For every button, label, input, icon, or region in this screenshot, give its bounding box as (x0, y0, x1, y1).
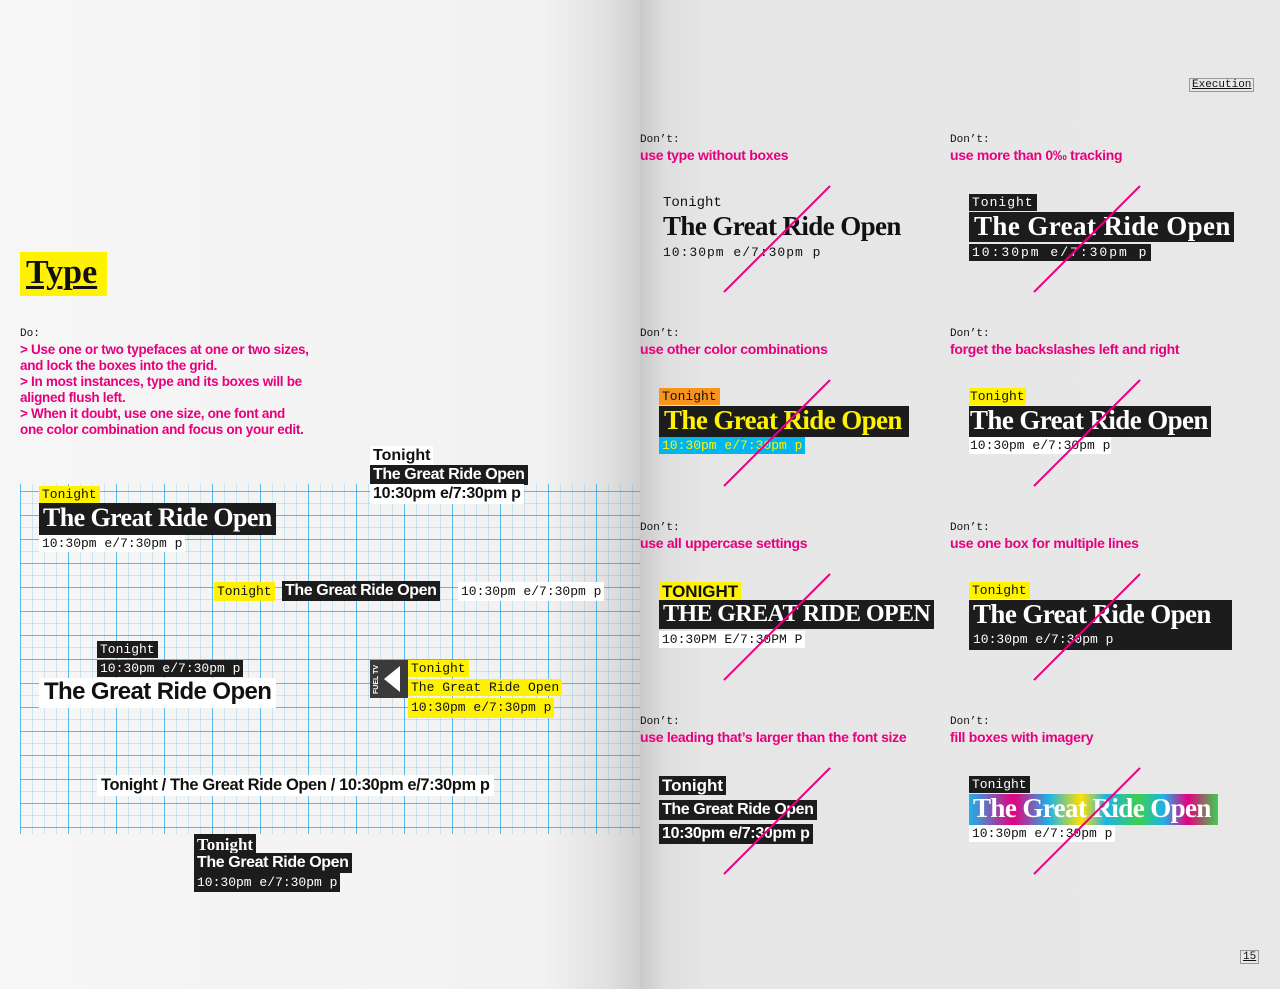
dont-example-tonight: Tonight (659, 388, 720, 405)
dont-example-tonight: Tonight (969, 194, 1037, 211)
fuel-tv-logo: FUEL TV (370, 660, 408, 698)
dont-text: forget the backslashes left and right (950, 341, 1180, 357)
dont-example-title: The Great Ride Open (659, 800, 817, 820)
example-time-label: 10:30pm e/7:30pm p (370, 484, 524, 504)
example-title-label: The Great Ride Open (282, 581, 440, 601)
dont-example-tonight: Tonight (969, 776, 1030, 793)
dont-example-time: 10:30pm e/7:30pm p (969, 825, 1116, 842)
example-title-label: The Great Ride Open (370, 465, 528, 485)
dont-text: use one box for multiple lines (950, 535, 1139, 551)
dont-example-tonight: Tonight (969, 388, 1026, 405)
logo-mark-icon (384, 666, 400, 692)
example-tonight-label: Tonight (97, 641, 158, 658)
dont-label: Don’t: (640, 522, 680, 534)
example-time-label: 10:30pm e/7:30pm p (194, 873, 341, 892)
example-time-label: 10:30pm e/7:30pm p (408, 698, 555, 718)
example-time-label: 10:30pm e/7:30pm p (39, 535, 186, 552)
dont-text: use leading that’s larger than the font … (640, 729, 907, 745)
dont-text: fill boxes with imagery (950, 729, 1094, 745)
example-tonight-label: Tonight (194, 834, 257, 855)
dont-example-tonight: Tonight (969, 582, 1030, 599)
dont-label: Don’t: (640, 716, 680, 728)
do-line-2: > In most instances, type and its boxes … (20, 374, 302, 405)
dont-example-time: 10:30pm e/7:30pm p (659, 437, 806, 454)
example-title-label: The Great Ride Open (39, 503, 276, 535)
dont-text: use other color combinations (640, 341, 828, 357)
dont-label: Don’t: (950, 328, 990, 340)
dont-example-title: The Great Ride Open (969, 406, 1211, 437)
dont-example-time: 10:30pm e/7:30pm p (969, 437, 1112, 454)
fuel-tv-logo-text: FUEL TV (373, 664, 380, 694)
dont-example-tonight: Tonight (659, 776, 727, 795)
type-heading: Type (20, 252, 108, 296)
dont-example-title: The Great Ride Open (663, 211, 901, 241)
example-tonight-label: Tonight (408, 660, 469, 677)
dont-example-title: The Great Ride Open (973, 599, 1211, 629)
dont-example-time: 10:30pm e/7:30pm p (969, 244, 1152, 261)
example-tonight-label: Tonight (214, 582, 275, 601)
example-title-label: The Great Ride Open (408, 679, 563, 696)
do-line-3: > When it doubt, use one size, one font … (20, 406, 304, 437)
dont-example-title: The Great Ride Open (969, 212, 1234, 242)
dont-text: use more than 0‰ tracking (950, 147, 1123, 163)
do-guidelines: > Use one or two typefaces at one or two… (20, 342, 310, 438)
dont-text: use type without boxes (640, 147, 789, 163)
dont-example-title: The Great Ride Open (659, 406, 909, 437)
dont-example-time: 10:30pm e/7:30pm p (659, 824, 813, 844)
dont-label: Don’t: (950, 716, 990, 728)
example-title-label: The Great Ride Open (194, 853, 352, 873)
dont-text: use all uppercase settings (640, 535, 808, 551)
page-number: 15 (1240, 950, 1260, 964)
dont-example-time: 10:30pm e/7:30pm p (663, 245, 822, 260)
dont-label: Don’t: (640, 328, 680, 340)
do-label: Do: (20, 328, 40, 340)
example-inline-label: Tonight / The Great Ride Open / 10:30pm … (97, 775, 494, 796)
dont-example-tonight: Tonight (663, 195, 722, 211)
section-label: Execution (1189, 78, 1255, 92)
do-line-1: > Use one or two typefaces at one or two… (20, 342, 309, 373)
example-tonight-label: Tonight (39, 486, 100, 503)
dont-label: Don’t: (640, 134, 680, 146)
dont-example-shared-box (969, 600, 1232, 650)
example-tonight-label: Tonight (370, 446, 434, 466)
dont-example-time: 10:30pm e/7:30pm p (973, 632, 1114, 647)
example-title-label: The Great Ride Open (39, 678, 277, 708)
example-time-label: 10:30pm e/7:30pm p (97, 660, 244, 677)
dont-label: Don’t: (950, 522, 990, 534)
dont-example-time: 10:30PM E/7:30PM P (659, 631, 806, 648)
dont-label: Don’t: (950, 134, 990, 146)
dont-example-tonight: TONIGHT (659, 582, 742, 601)
example-time-label: 10:30pm e/7:30pm p (458, 582, 605, 601)
dont-example-title: The Great Ride Open (969, 794, 1218, 825)
